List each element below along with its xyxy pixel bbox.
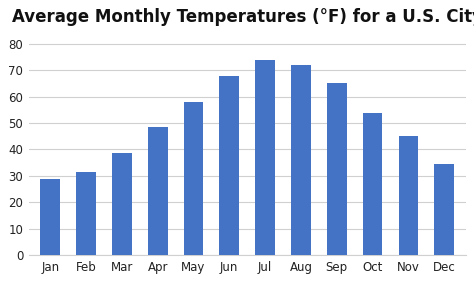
Title: Average Monthly Temperatures (°F) for a U.S. City: Average Monthly Temperatures (°F) for a … [12, 8, 474, 26]
Bar [219, 76, 239, 255]
Bar [434, 164, 454, 255]
Bar [148, 127, 167, 255]
Bar [76, 172, 96, 255]
Bar [399, 136, 418, 255]
Bar [255, 60, 275, 255]
Bar [112, 153, 132, 255]
Bar [183, 102, 203, 255]
Bar [327, 83, 346, 255]
Bar [291, 65, 311, 255]
Bar [363, 113, 383, 255]
Bar [40, 179, 60, 255]
